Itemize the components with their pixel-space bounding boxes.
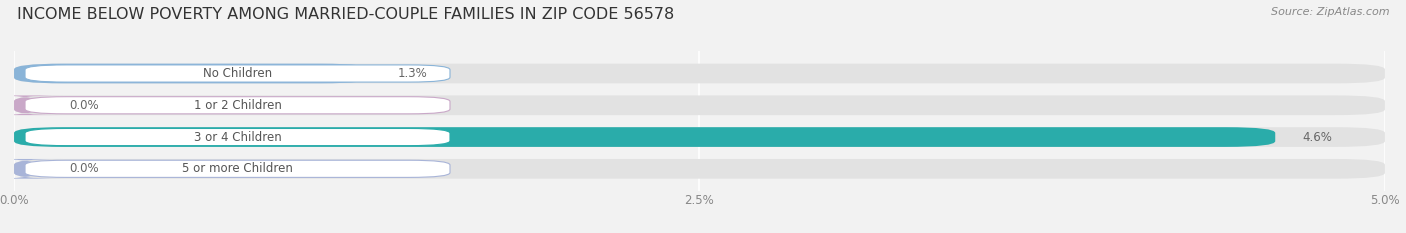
Text: 4.6%: 4.6% — [1302, 130, 1333, 144]
FancyBboxPatch shape — [14, 64, 1385, 83]
FancyBboxPatch shape — [0, 96, 63, 115]
Text: 1.3%: 1.3% — [398, 67, 427, 80]
Text: No Children: No Children — [202, 67, 273, 80]
FancyBboxPatch shape — [25, 160, 450, 177]
Text: Source: ZipAtlas.com: Source: ZipAtlas.com — [1271, 7, 1389, 17]
FancyBboxPatch shape — [14, 127, 1385, 147]
FancyBboxPatch shape — [25, 65, 450, 82]
Text: 0.0%: 0.0% — [69, 162, 98, 175]
FancyBboxPatch shape — [0, 159, 63, 179]
FancyBboxPatch shape — [25, 128, 450, 146]
Text: 3 or 4 Children: 3 or 4 Children — [194, 130, 281, 144]
Text: INCOME BELOW POVERTY AMONG MARRIED-COUPLE FAMILIES IN ZIP CODE 56578: INCOME BELOW POVERTY AMONG MARRIED-COUPL… — [17, 7, 673, 22]
FancyBboxPatch shape — [25, 97, 450, 114]
Text: 5 or more Children: 5 or more Children — [181, 162, 292, 175]
FancyBboxPatch shape — [14, 159, 1385, 179]
FancyBboxPatch shape — [14, 96, 1385, 115]
Text: 0.0%: 0.0% — [69, 99, 98, 112]
FancyBboxPatch shape — [14, 64, 371, 83]
FancyBboxPatch shape — [14, 127, 1275, 147]
Text: 1 or 2 Children: 1 or 2 Children — [194, 99, 281, 112]
